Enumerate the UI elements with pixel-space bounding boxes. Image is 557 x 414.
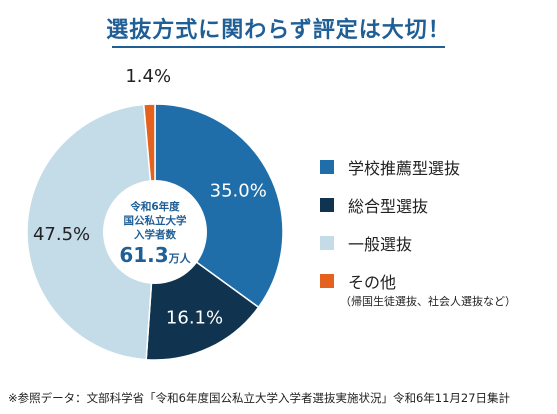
legend: 学校推薦型選抜 総合型選抜 一般選抜 その他 [320,148,550,300]
legend-item-sogo: 総合型選抜 [320,186,550,224]
legend-swatch [320,160,334,174]
legend-swatch [320,274,334,288]
source-footnote: ※参照データ：文部科学省「令和6年度国公私立大学入学者選抜実施状況」令和6年11… [8,391,511,405]
legend-note: （帰国生徒選抜、社会人選抜など） [340,295,516,308]
legend-item-ippan: 一般選抜 [320,224,550,262]
svg-text:61.3万人: 61.3万人 [119,243,191,267]
legend-swatch [320,236,334,250]
label-sonota: 1.4% [125,66,171,87]
legend-swatch [320,198,334,212]
center-line3: 入学者数 [134,228,176,241]
label-sogo: 16.1% [166,308,223,329]
legend-label: その他 [348,273,397,292]
chart-title: 選抜方式に関わらず評定は大切！ [106,18,451,43]
legend-item-sonota: その他 [320,262,550,300]
center-circle [103,180,207,284]
legend-label: 一般選抜 [348,235,413,254]
title-underline [112,46,445,48]
legend-label: 学校推薦型選抜 [348,159,461,178]
legend-label: 総合型選抜 [348,197,429,216]
center-line2: 国公私立大学 [124,214,187,227]
center-value: 61.3 [119,243,168,267]
label-ippan: 47.5% [33,224,90,245]
legend-item-suisen: 学校推薦型選抜 [320,148,550,186]
slice-suisen [154,103,284,309]
center-unit: 万人 [168,251,192,265]
center-line1: 令和6年度 [129,200,180,213]
slice-ippan [26,103,156,361]
label-suisen: 35.0% [210,181,267,202]
